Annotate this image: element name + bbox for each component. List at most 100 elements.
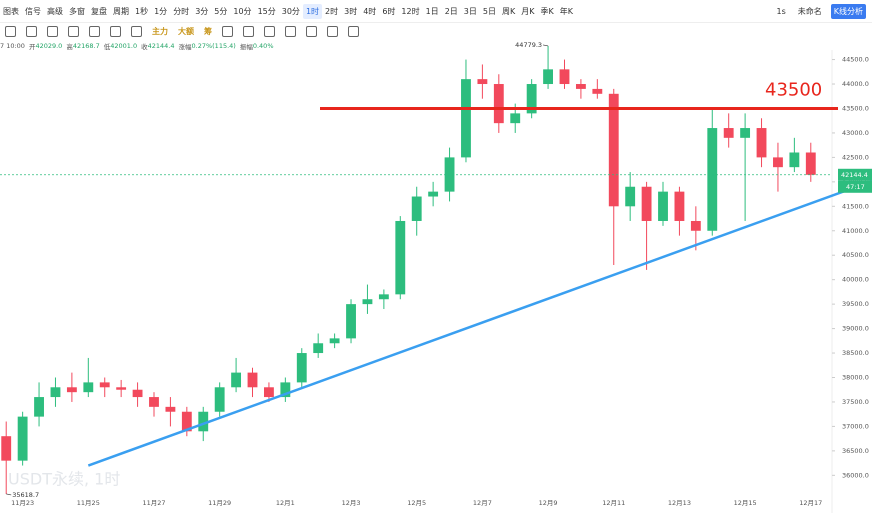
interval-button[interactable]: 分时 <box>173 6 190 16</box>
info-value: 42001.0 <box>110 41 138 50</box>
tool-icon[interactable] <box>264 25 275 37</box>
watermark: USDT永续, 1时 <box>8 470 120 489</box>
x-tick-label: 11月29 <box>208 499 231 507</box>
interval-button[interactable]: 3分 <box>195 6 209 16</box>
candle-body <box>690 220 701 231</box>
last-price-label: 42144.4 <box>841 171 868 179</box>
interval-button[interactable]: 年K <box>559 6 573 16</box>
info-label: 开 <box>28 42 36 51</box>
tool-icon[interactable] <box>5 25 16 37</box>
interval-button[interactable]: 4时 <box>363 6 377 16</box>
info-label: 涨幅 <box>178 42 192 51</box>
interval-button[interactable]: 15分 <box>257 6 276 16</box>
x-tick-label: 12月15 <box>734 499 757 507</box>
toolbar-button[interactable]: 1s <box>776 6 786 16</box>
candle-body <box>805 152 816 175</box>
countdown-tag <box>838 180 872 193</box>
interval-button[interactable]: 1日 <box>425 6 439 16</box>
candle-body <box>1 436 12 461</box>
candle-body <box>608 93 619 207</box>
interval-button[interactable]: 6时 <box>382 6 396 16</box>
candle-body <box>181 411 192 432</box>
indicator-tag[interactable]: 主力 <box>152 26 168 36</box>
tool-icon[interactable] <box>285 25 296 37</box>
interval-button[interactable]: 5日 <box>482 6 496 16</box>
y-tick-label: 38500.0 <box>842 349 869 357</box>
high-label: 44779.3 <box>515 41 542 49</box>
candle-body <box>66 387 77 393</box>
tool-icon[interactable] <box>47 25 58 37</box>
candle-body <box>149 397 159 407</box>
candle-body <box>34 397 44 417</box>
drawing-toolbar: 主力 大额筹 <box>0 22 872 40</box>
interval-button[interactable]: 3日 <box>463 6 477 16</box>
interval-button[interactable]: 30分 <box>281 6 300 16</box>
x-tick-label: 12月9 <box>539 499 558 507</box>
candle-body <box>99 382 110 388</box>
interval-button[interactable]: 月K <box>521 6 535 16</box>
tool-icon[interactable] <box>131 25 142 37</box>
info-label: 振幅 <box>239 42 253 51</box>
y-tick-label: 40000.0 <box>842 276 869 284</box>
tool-icon[interactable] <box>348 25 359 37</box>
interval-button[interactable]: 1秒 <box>135 6 149 16</box>
indicator-tag[interactable]: 筹 <box>204 26 212 36</box>
interval-button[interactable]: 10分 <box>233 6 252 16</box>
y-tick-label: 39500.0 <box>842 300 869 308</box>
x-tick-label: 12月5 <box>407 499 426 507</box>
tool-icon[interactable] <box>222 25 233 37</box>
candle-body <box>625 186 636 207</box>
tool-icon[interactable] <box>306 25 317 37</box>
toolbar-button[interactable]: 图表 <box>3 6 19 16</box>
y-tick-label: 41000.0 <box>842 227 869 235</box>
candle-body <box>395 220 406 295</box>
trend-line <box>87 179 872 467</box>
candle-body <box>510 113 521 124</box>
candle-body <box>198 411 209 432</box>
tool-icon[interactable] <box>327 25 338 37</box>
candle-body <box>773 157 783 168</box>
y-tick-label: 42500.0 <box>842 153 869 161</box>
tool-icon[interactable] <box>26 25 37 37</box>
interval-button[interactable]: 12时 <box>401 6 420 16</box>
tool-icon[interactable] <box>89 25 100 37</box>
toolbar-button[interactable]: 周期 <box>113 6 129 16</box>
info-value: 0.40% <box>252 41 274 50</box>
interval-button[interactable]: 1分 <box>154 6 168 16</box>
candle-body <box>296 353 307 383</box>
info-value: 0.27%(115.4) <box>191 41 236 50</box>
indicator-tag[interactable]: 大额 <box>178 26 194 36</box>
interval-button[interactable]: 5分 <box>214 6 228 16</box>
tool-icon[interactable] <box>243 25 254 37</box>
toolbar-button[interactable]: 复盘 <box>91 6 107 16</box>
candle-body <box>411 196 422 221</box>
y-tick-label: 41500.0 <box>842 202 869 210</box>
low-label: 35618.7 <box>12 491 39 499</box>
info-line: 7 10:00 开 42029.0 高 42168.7 低 42001.0 收 42144.4 涨… <box>0 40 872 51</box>
toolbar-button[interactable]: 信号 <box>25 6 41 16</box>
info-value: 42029.0 <box>35 41 63 50</box>
candle-body <box>346 304 356 339</box>
interval-button[interactable]: 2时 <box>325 6 339 16</box>
toolbar-button[interactable]: 高级 <box>47 6 63 16</box>
x-tick-label: 12月17 <box>799 499 822 507</box>
candle-body <box>362 299 373 305</box>
toolbar-button[interactable]: 多窗 <box>69 6 85 16</box>
interval-button[interactable]: 2日 <box>444 6 458 16</box>
high-marker <box>543 44 549 47</box>
interval-button[interactable]: 1时 <box>302 3 323 19</box>
candle-body <box>526 84 537 114</box>
candle-body <box>723 128 734 138</box>
interval-button[interactable]: 季K <box>540 6 554 16</box>
candle-body <box>17 416 28 461</box>
x-tick-label: 12月13 <box>668 499 691 507</box>
interval-button[interactable]: 周K <box>501 6 516 16</box>
interval-button[interactable]: 3时 <box>344 6 358 16</box>
candle-body <box>83 382 94 393</box>
toolbar-button[interactable]: 未命名 <box>797 6 822 16</box>
tool-icon[interactable] <box>68 25 79 37</box>
toolbar-button[interactable]: K线分析 <box>830 3 866 19</box>
info-label: 收 <box>141 42 148 51</box>
tool-icon[interactable] <box>110 25 121 37</box>
